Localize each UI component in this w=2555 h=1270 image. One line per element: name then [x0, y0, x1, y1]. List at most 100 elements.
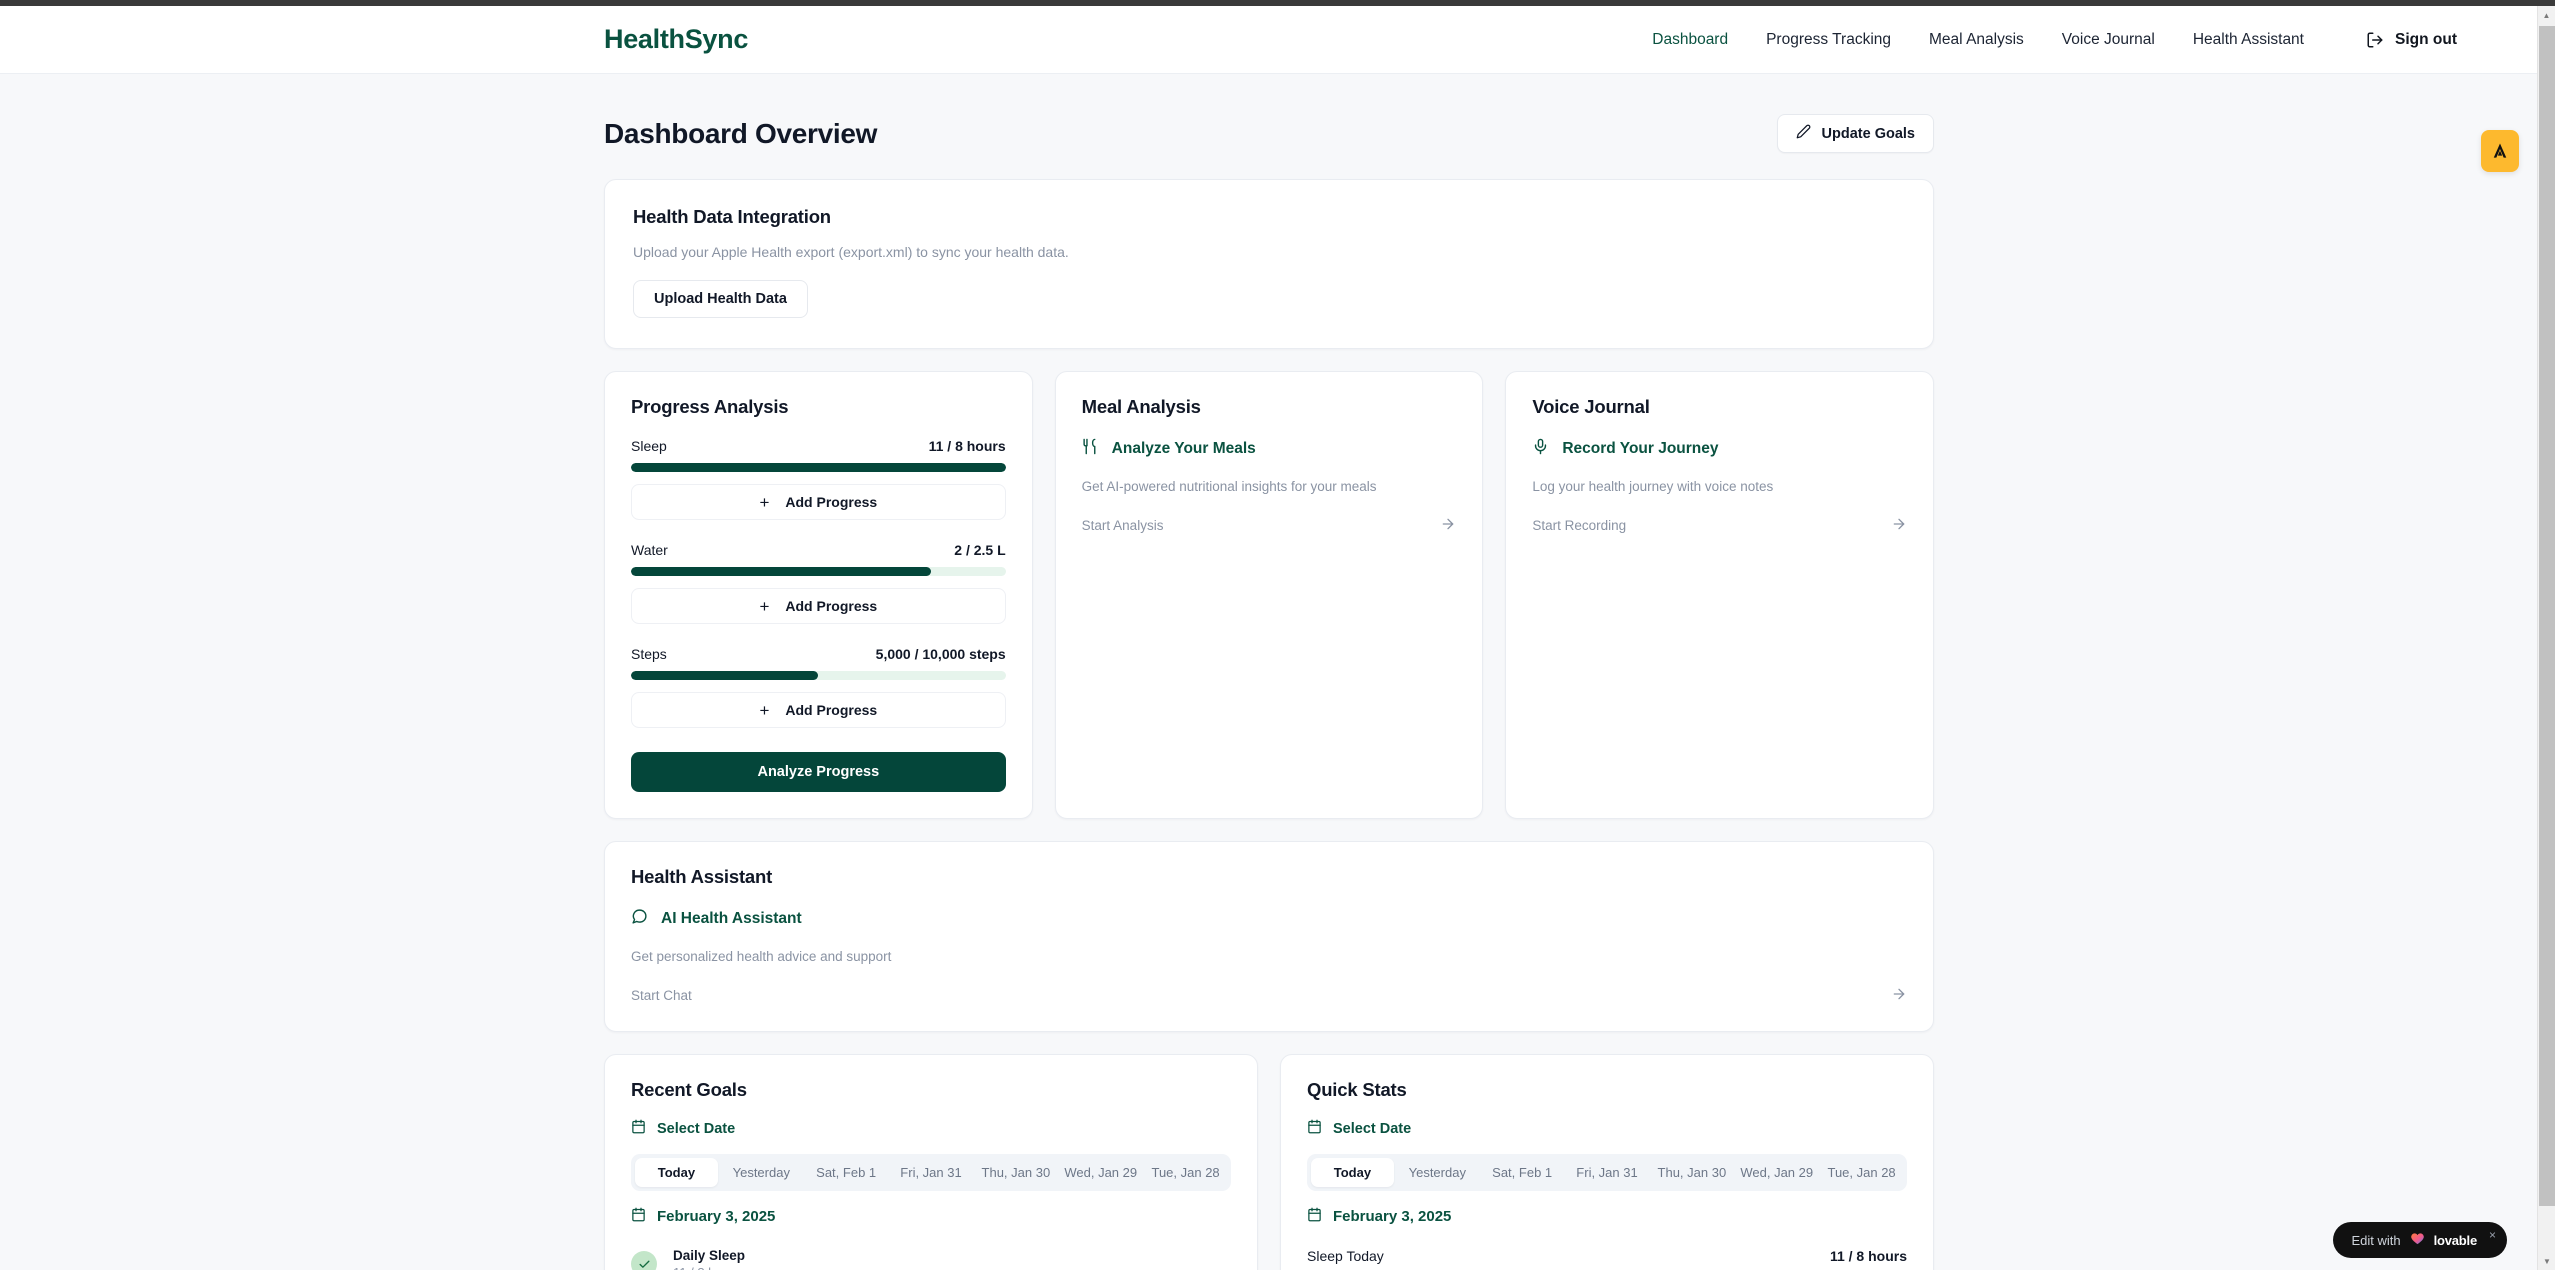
quick-stats-selected-date: February 3, 2025 — [1307, 1207, 1907, 1226]
lovable-edit-badge[interactable]: Edit with lovable × — [2333, 1222, 2507, 1258]
nav-item-dashboard[interactable]: Dashboard — [1652, 30, 1729, 48]
nav-item-meal-analysis[interactable]: Meal Analysis — [1929, 30, 2024, 48]
health-assistant-action[interactable]: AI Health Assistant — [631, 908, 1907, 930]
voice-journal-title: Voice Journal — [1532, 396, 1650, 417]
lovable-prefix-label: Edit with — [2351, 1232, 2401, 1248]
goal-name: Daily Sleep — [673, 1248, 746, 1263]
add-progress-button-water[interactable]: + Add Progress — [631, 588, 1006, 624]
calendar-icon — [1307, 1119, 1322, 1138]
list-item[interactable]: Daily Sleep 11 / 8 hours — [631, 1248, 1231, 1270]
quick-stats-pill-wed-jan-29[interactable]: Wed, Jan 29 — [1740, 1165, 1814, 1180]
voice-journal-action[interactable]: Record Your Journey — [1532, 438, 1907, 460]
recent-goals-pill-thu-jan-30[interactable]: Thu, Jan 30 — [981, 1165, 1051, 1180]
metric-sleep-progressbar — [631, 463, 1006, 472]
sign-out-button[interactable]: Sign out — [2366, 31, 2457, 49]
pencil-icon — [1796, 124, 1811, 143]
voice-journal-description: Log your health journey with voice notes — [1532, 479, 1774, 494]
meal-analysis-card: Meal Analysis Analyze Your Meals Get AI-… — [1054, 371, 1484, 819]
chat-bubble-icon — [631, 908, 648, 930]
nav-item-health-assistant[interactable]: Health Assistant — [2192, 30, 2304, 48]
quick-stats-pill-sat-feb-1[interactable]: Sat, Feb 1 — [1492, 1165, 1553, 1180]
recent-goals-pill-tue-jan-28[interactable]: Tue, Jan 28 — [1151, 1165, 1220, 1180]
voice-journal-start-link[interactable]: Start Recording — [1532, 516, 1907, 535]
top-navigation-bar: HealthSync Dashboard Progress Tracking M… — [0, 6, 2537, 74]
recent-goals-pill-today[interactable]: Today — [635, 1158, 718, 1187]
progress-analysis-card: Progress Analysis Sleep 11 / 8 hours + A… — [604, 371, 1033, 819]
feature-cards-row: Progress Analysis Sleep 11 / 8 hours + A… — [604, 371, 1934, 819]
browser-viewport: HealthSync Dashboard Progress Tracking M… — [0, 6, 2537, 1270]
utensils-icon — [1082, 438, 1099, 460]
quick-stats-selected-date-label: February 3, 2025 — [1333, 1208, 1452, 1225]
arrow-right-icon — [1891, 516, 1907, 535]
recent-goals-selected-date: February 3, 2025 — [631, 1207, 1231, 1226]
metric-steps-progressbar — [631, 671, 1006, 680]
nav-item-voice-journal[interactable]: Voice Journal — [2061, 30, 2155, 48]
meal-analysis-action[interactable]: Analyze Your Meals — [1082, 438, 1457, 460]
browser-chrome-strip — [0, 0, 2555, 6]
quick-stats-pill-tue-jan-28[interactable]: Tue, Jan 28 — [1827, 1165, 1896, 1180]
health-assistant-start-link[interactable]: Start Chat — [631, 986, 1907, 1005]
add-progress-label: Add Progress — [785, 494, 878, 510]
quick-stats-select-date-button[interactable]: Select Date — [1307, 1119, 1907, 1138]
health-assistant-start-label: Start Chat — [631, 988, 692, 1003]
plus-icon: + — [759, 596, 770, 616]
health-assistant-action-label: AI Health Assistant — [661, 910, 802, 927]
scroll-down-arrow-icon[interactable]: ▼ — [2543, 1256, 2551, 1266]
microphone-icon — [1532, 438, 1549, 460]
quick-stats-pill-thu-jan-30[interactable]: Thu, Jan 30 — [1657, 1165, 1727, 1180]
recent-goals-select-date-label: Select Date — [657, 1120, 736, 1137]
quick-stats-pill-yesterday[interactable]: Yesterday — [1408, 1165, 1466, 1180]
arrow-right-icon — [1440, 516, 1456, 535]
main-nav: Dashboard Progress Tracking Meal Analysi… — [1652, 31, 2457, 49]
health-data-integration-title: Health Data Integration — [633, 206, 831, 227]
nav-item-progress-tracking[interactable]: Progress Tracking — [1766, 30, 1892, 48]
page-header: Dashboard Overview Update Goals — [604, 74, 1934, 179]
health-data-integration-description: Upload your Apple Health export (export.… — [633, 244, 1069, 260]
check-icon — [631, 1251, 657, 1270]
analyze-progress-button[interactable]: Analyze Progress — [631, 752, 1006, 792]
metric-water: Water 2 / 2.5 L + Add Progress — [631, 542, 1006, 624]
metric-steps-label: Steps — [631, 646, 667, 662]
quick-stats-title: Quick Stats — [1307, 1079, 1407, 1100]
add-progress-button-steps[interactable]: + Add Progress — [631, 692, 1006, 728]
bottom-cards-row: Recent Goals Select Date Today Yesterday — [604, 1054, 1934, 1270]
calendar-icon — [631, 1119, 646, 1138]
update-goals-label: Update Goals — [1821, 125, 1915, 142]
add-progress-label: Add Progress — [785, 702, 878, 718]
recent-goals-select-date-button[interactable]: Select Date — [631, 1119, 1231, 1138]
plus-icon: + — [759, 492, 770, 512]
logout-icon — [2366, 31, 2384, 49]
quick-stats-date-pills: Today Yesterday Sat, Feb 1 Fri, Jan 31 T… — [1307, 1154, 1907, 1191]
recent-goals-selected-date-label: February 3, 2025 — [657, 1208, 776, 1225]
app-logo[interactable]: HealthSync — [604, 24, 749, 54]
recent-goals-date-pills: Today Yesterday Sat, Feb 1 Fri, Jan 31 T… — [631, 1154, 1231, 1191]
brand-logo-icon[interactable] — [2481, 130, 2519, 172]
page-container: Dashboard Overview Update Goals Health D… — [0, 74, 2537, 1270]
quick-stats-pill-today[interactable]: Today — [1311, 1158, 1394, 1187]
plus-icon: + — [759, 700, 770, 720]
quick-stats-select-date-label: Select Date — [1333, 1120, 1412, 1137]
scrollbar-thumb[interactable] — [2539, 26, 2555, 1206]
quick-stats-metric-value: 11 / 8 hours — [1829, 1248, 1907, 1264]
recent-goals-title: Recent Goals — [631, 1079, 747, 1100]
metric-water-progressbar — [631, 567, 1006, 576]
meal-analysis-start-link[interactable]: Start Analysis — [1082, 516, 1457, 535]
recent-goals-pill-fri-jan-31[interactable]: Fri, Jan 31 — [900, 1165, 962, 1180]
metric-sleep-label: Sleep — [631, 438, 667, 454]
close-icon[interactable]: × — [2488, 1228, 2496, 1242]
meal-analysis-description: Get AI-powered nutritional insights for … — [1081, 479, 1377, 494]
scroll-up-arrow-icon[interactable]: ▲ — [2542, 10, 2551, 20]
voice-journal-card: Voice Journal Record Your Journey Log yo… — [1505, 371, 1934, 819]
add-progress-button-sleep[interactable]: + Add Progress — [631, 484, 1006, 520]
upload-health-data-button[interactable]: Upload Health Data — [633, 280, 808, 318]
lovable-name-label: lovable — [2433, 1232, 2478, 1248]
recent-goals-pill-wed-jan-29[interactable]: Wed, Jan 29 — [1064, 1165, 1138, 1180]
quick-stats-pill-fri-jan-31[interactable]: Fri, Jan 31 — [1576, 1165, 1638, 1180]
sign-out-label: Sign out — [2395, 30, 2457, 48]
metric-water-value: 2 / 2.5 L — [954, 542, 1006, 558]
recent-goals-pill-sat-feb-1[interactable]: Sat, Feb 1 — [816, 1165, 877, 1180]
recent-goals-pill-yesterday[interactable]: Yesterday — [732, 1165, 790, 1180]
update-goals-button[interactable]: Update Goals — [1776, 114, 1934, 153]
voice-journal-start-label: Start Recording — [1532, 518, 1627, 533]
browser-scrollbar[interactable]: ▲ ▼ — [2537, 6, 2555, 1270]
